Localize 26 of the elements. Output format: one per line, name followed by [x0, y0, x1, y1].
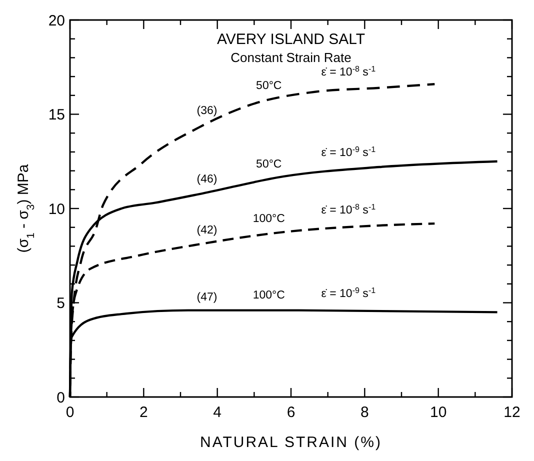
y-tick-label: 10 — [48, 200, 65, 218]
text: Constant Strain Rate — [230, 50, 352, 65]
annotation: 50°C — [256, 80, 282, 92]
annotation: 100°C — [252, 289, 285, 302]
annotation: 50°C — [256, 158, 282, 171]
text: AVERY ISLAND SALT — [216, 31, 366, 48]
x-axis-title: NATURAL STRAIN (%) — [200, 434, 382, 451]
x-tick-label: 6 — [286, 404, 296, 421]
annotation: (46) — [196, 173, 218, 186]
annotation: ε̇ = 10$^{-8}$ s$^{-1}$ — [321, 64, 376, 79]
y-tick-label: 20 — [48, 12, 65, 30]
x-tick-label: 10 — [430, 404, 447, 421]
x-tick-label: 2 — [139, 404, 148, 421]
x-tick-label: 12 — [504, 404, 520, 421]
y-tick-label: 0 — [56, 389, 65, 406]
annotation: (36) — [196, 104, 218, 117]
annotation: ε̇ = 10$^{-9}$ s$^{-1}$ — [321, 144, 376, 160]
annotation: (42) — [196, 224, 218, 236]
x-tick-label: 8 — [360, 404, 369, 421]
annotation: 100°C — [252, 213, 285, 226]
x-tick-label: 4 — [213, 404, 222, 421]
annotation: ε̇ = 10$^{-8}$ s$^{-1}$ — [321, 202, 376, 217]
annotation: (47) — [196, 291, 218, 304]
annotation: ε̇ = 10$^{-9}$ s$^{-1}$ — [321, 285, 376, 300]
y-tick-label: 15 — [48, 106, 65, 124]
y-tick-label: 5 — [56, 295, 65, 312]
